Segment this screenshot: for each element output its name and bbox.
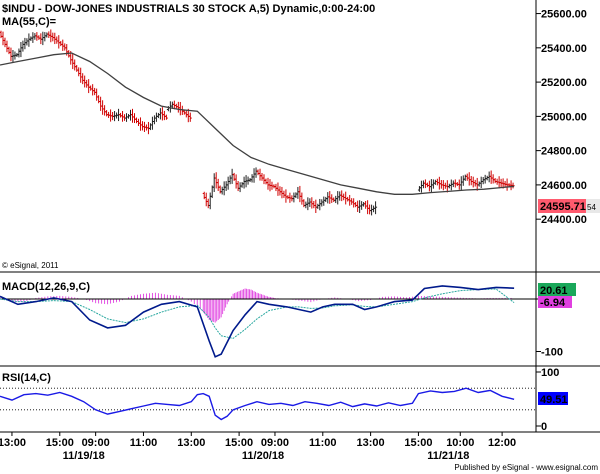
x-tick-label: 12:00: [488, 437, 516, 449]
x-tick-label: 09:00: [82, 437, 110, 449]
price-y-tick-label: 24800.00: [541, 146, 587, 158]
ma-line: [0, 52, 515, 195]
price-y-tick-label: 25000.00: [541, 111, 587, 123]
x-date-label: 11/21/18: [427, 450, 469, 462]
rsi-value-tag: 49.51: [538, 392, 568, 406]
rsi-y-axis: 100 0: [536, 367, 559, 433]
macd-signal-value-tag: -6.94: [538, 296, 572, 309]
macd-line: [0, 285, 515, 358]
x-axis: 13:00 15:00 09:00 11:00 13:00 15:00 09:00 11:00…: [0, 432, 516, 462]
rsi-line: [0, 387, 515, 421]
x-tick-label: 13:00: [0, 437, 26, 449]
x-tick-label: 11:00: [309, 437, 337, 449]
macd-signal-line: [0, 288, 515, 339]
price-y-tick-label: 24600.00: [541, 180, 587, 192]
x-tick-label: 10:00: [446, 437, 474, 449]
price-y-tick-label: 25600.00: [541, 9, 587, 21]
macd-value: 20.61: [540, 285, 568, 297]
price-last-value-tag: 24595.71 54: [538, 199, 600, 213]
footer-credit: Published by eSignal - www.esignal.com: [454, 463, 598, 472]
rsi-value: 49.51: [540, 394, 568, 406]
x-tick-label: 13:00: [177, 437, 205, 449]
price-last-value-suffix: 54: [587, 203, 596, 212]
chart-title: $INDU - DOW-JONES INDUSTRIALS 30 STOCK A…: [2, 3, 375, 15]
x-date-label: 11/19/18: [63, 450, 105, 462]
macd-y-tick-label: -100: [541, 347, 563, 359]
rsi-y-tick-label: 0: [541, 421, 547, 433]
x-tick-label: 13:00: [357, 437, 385, 449]
x-tick-label: 09:00: [261, 437, 289, 449]
macd-histogram: [0, 288, 512, 323]
x-tick-label: 15:00: [46, 437, 74, 449]
price-last-value: 24595.71: [540, 201, 586, 213]
macd-signal-value: -6.94: [540, 297, 566, 309]
x-tick-label: 11:00: [130, 437, 158, 449]
x-tick-label: 15:00: [404, 437, 432, 449]
x-tick-label: 15:00: [225, 437, 253, 449]
rsi-label: RSI(14,C): [2, 372, 51, 384]
price-y-tick-label: 25400.00: [541, 43, 587, 55]
price-y-tick-label: 25200.00: [541, 77, 587, 89]
rsi-y-tick-label: 100: [541, 367, 559, 379]
copyright-text: © eSignal, 2011: [2, 261, 59, 270]
ma-label: MA(55,C)=: [2, 16, 56, 28]
price-y-axis: 24400.00 24600.00 24800.00 25000.00 25200.00…: [536, 9, 587, 226]
macd-value-tag: 20.61: [538, 283, 576, 297]
macd-label: MACD(12,26,9,C): [2, 281, 90, 293]
price-y-tick-label: 24400.00: [541, 214, 587, 226]
x-date-label: 11/20/18: [242, 450, 284, 462]
